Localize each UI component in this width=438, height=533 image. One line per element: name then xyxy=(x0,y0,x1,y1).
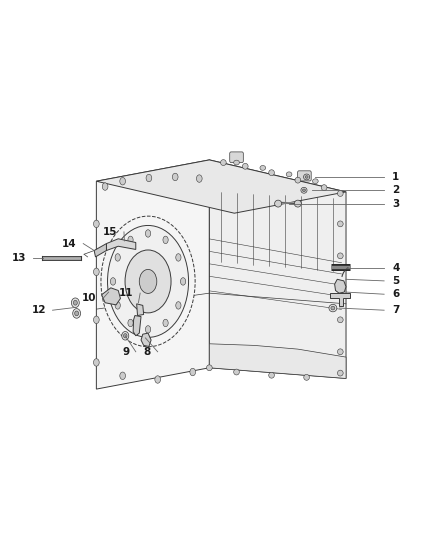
Text: 9: 9 xyxy=(122,347,129,357)
Ellipse shape xyxy=(110,278,116,285)
Ellipse shape xyxy=(73,309,81,318)
Ellipse shape xyxy=(331,306,335,310)
Ellipse shape xyxy=(73,301,77,305)
Ellipse shape xyxy=(338,349,343,355)
Polygon shape xyxy=(209,344,346,378)
Ellipse shape xyxy=(295,177,300,183)
Ellipse shape xyxy=(163,236,168,244)
Text: 2: 2 xyxy=(392,185,399,195)
Ellipse shape xyxy=(313,179,318,183)
Ellipse shape xyxy=(301,188,307,193)
Ellipse shape xyxy=(120,372,125,379)
Ellipse shape xyxy=(74,311,78,316)
Ellipse shape xyxy=(338,253,343,259)
Ellipse shape xyxy=(260,165,265,171)
Polygon shape xyxy=(137,304,144,316)
Ellipse shape xyxy=(176,254,181,261)
Text: 13: 13 xyxy=(12,253,26,263)
Text: 12: 12 xyxy=(32,305,46,315)
Text: 8: 8 xyxy=(144,347,151,357)
Polygon shape xyxy=(133,316,141,336)
Ellipse shape xyxy=(190,368,195,376)
FancyBboxPatch shape xyxy=(297,171,311,181)
Ellipse shape xyxy=(304,374,309,381)
Ellipse shape xyxy=(234,369,239,375)
Ellipse shape xyxy=(286,172,292,177)
Ellipse shape xyxy=(294,200,301,207)
Ellipse shape xyxy=(338,370,343,376)
Ellipse shape xyxy=(155,376,161,383)
Ellipse shape xyxy=(145,326,151,333)
Ellipse shape xyxy=(115,302,120,309)
Ellipse shape xyxy=(128,236,133,244)
Text: 7: 7 xyxy=(392,305,399,315)
Ellipse shape xyxy=(145,230,151,237)
Polygon shape xyxy=(335,279,346,293)
Polygon shape xyxy=(96,160,209,389)
Polygon shape xyxy=(102,288,120,305)
Polygon shape xyxy=(141,333,151,346)
Text: 4: 4 xyxy=(392,263,399,272)
Ellipse shape xyxy=(304,174,310,180)
Ellipse shape xyxy=(120,177,125,185)
Ellipse shape xyxy=(234,160,239,165)
Text: 3: 3 xyxy=(392,199,399,208)
Ellipse shape xyxy=(180,278,186,285)
Ellipse shape xyxy=(176,302,181,309)
Polygon shape xyxy=(94,244,106,257)
Ellipse shape xyxy=(146,174,152,182)
Ellipse shape xyxy=(329,304,337,312)
Ellipse shape xyxy=(243,163,248,169)
Ellipse shape xyxy=(269,169,274,175)
FancyBboxPatch shape xyxy=(230,152,244,163)
Ellipse shape xyxy=(220,160,226,165)
Ellipse shape xyxy=(305,176,308,178)
Ellipse shape xyxy=(94,316,99,324)
Polygon shape xyxy=(209,160,346,378)
Text: 6: 6 xyxy=(392,289,399,299)
Ellipse shape xyxy=(269,372,274,378)
Text: 5: 5 xyxy=(392,276,399,286)
Ellipse shape xyxy=(124,334,127,338)
Ellipse shape xyxy=(196,175,202,182)
Ellipse shape xyxy=(321,184,327,191)
Ellipse shape xyxy=(101,216,195,346)
Ellipse shape xyxy=(173,173,178,181)
Ellipse shape xyxy=(338,221,343,227)
Ellipse shape xyxy=(163,319,168,327)
Polygon shape xyxy=(96,160,346,213)
Ellipse shape xyxy=(302,189,305,191)
Ellipse shape xyxy=(94,220,99,228)
Ellipse shape xyxy=(122,332,129,340)
Ellipse shape xyxy=(207,365,212,371)
Text: 15: 15 xyxy=(103,227,117,237)
Ellipse shape xyxy=(338,317,343,322)
Polygon shape xyxy=(106,239,136,251)
Text: 1: 1 xyxy=(392,172,399,182)
Ellipse shape xyxy=(94,268,99,276)
Ellipse shape xyxy=(338,285,343,291)
Text: 10: 10 xyxy=(82,294,96,303)
Ellipse shape xyxy=(125,250,171,313)
Ellipse shape xyxy=(275,200,282,207)
Ellipse shape xyxy=(108,225,189,337)
Text: 14: 14 xyxy=(62,239,77,248)
Ellipse shape xyxy=(115,254,120,261)
Ellipse shape xyxy=(102,183,108,190)
Ellipse shape xyxy=(338,191,343,196)
Polygon shape xyxy=(330,293,350,306)
Ellipse shape xyxy=(128,319,133,327)
Text: 11: 11 xyxy=(119,288,134,298)
Ellipse shape xyxy=(94,359,99,366)
Ellipse shape xyxy=(71,298,79,308)
Ellipse shape xyxy=(139,270,157,293)
